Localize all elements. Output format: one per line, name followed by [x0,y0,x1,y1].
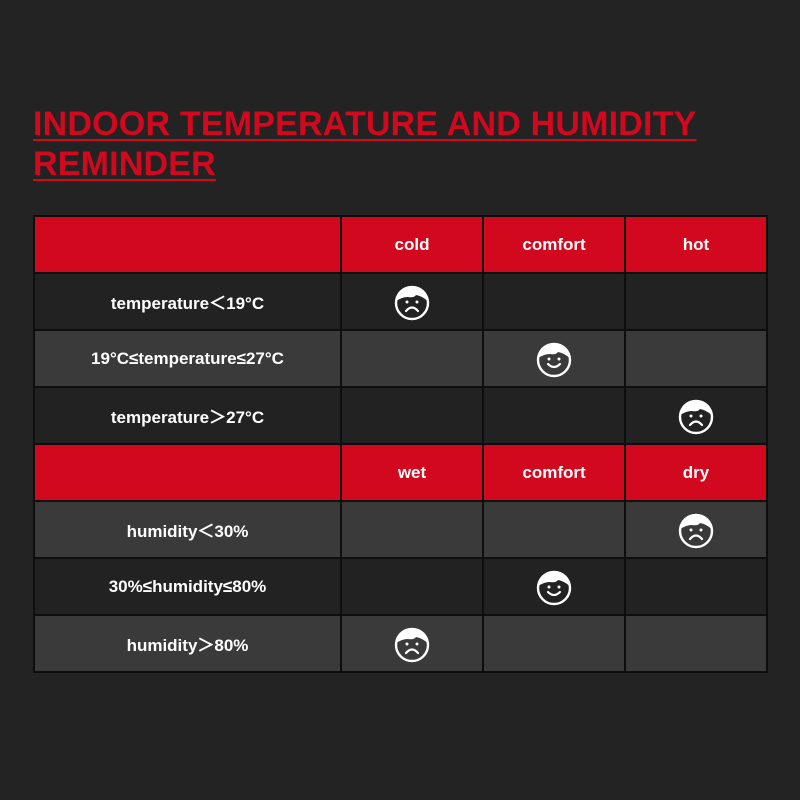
table-cell [624,272,768,331]
header-cell [33,215,342,274]
table-cell [624,557,768,616]
header-cell: cold [340,215,484,274]
page-title: INDOOR TEMPERATURE AND HUMIDITY REMINDER [33,104,783,184]
table-cell [482,614,626,673]
sad-face-icon [394,285,430,320]
header-cell: dry [624,443,768,502]
row-label: temperature＜19°C [33,272,342,331]
table-cell [340,272,484,331]
header-cell [33,443,342,502]
temperature-row: temperature＞27°C [33,386,768,445]
table-cell [340,557,484,616]
table-cell [340,329,484,388]
header-cell: wet [340,443,484,502]
table-cell [624,614,768,673]
table-cell [624,386,768,445]
sad-face-icon [394,627,430,662]
humidity-row: humidity＜30% [33,500,768,559]
happy-face-icon [536,342,572,377]
table-cell [340,614,484,673]
header-cell: comfort [482,215,626,274]
row-label: temperature＞27°C [33,386,342,445]
table-cell [482,329,626,388]
row-label: 30%≤humidity≤80% [33,557,342,616]
table-cell [482,386,626,445]
table-cell [482,557,626,616]
table-cell [482,500,626,559]
row-label: humidity＜30% [33,500,342,559]
table-cell [624,329,768,388]
humidity-header-row: wet comfort dry [33,443,768,502]
table-cell [340,386,484,445]
row-label: 19°C≤temperature≤27°C [33,329,342,388]
title-text: INDOOR TEMPERATURE AND HUMIDITY REMINDER [33,105,697,183]
temperature-header-row: cold comfort hot [33,215,768,274]
table-cell [624,500,768,559]
table-cell [482,272,626,331]
table-cell [340,500,484,559]
header-cell: comfort [482,443,626,502]
row-label: humidity＞80% [33,614,342,673]
header-cell: hot [624,215,768,274]
humidity-row: 30%≤humidity≤80% [33,557,768,616]
happy-face-icon [536,570,572,605]
sad-face-icon [678,513,714,548]
humidity-row: humidity＞80% [33,614,768,673]
sad-face-icon [678,399,714,434]
temperature-row: 19°C≤temperature≤27°C [33,329,768,388]
reminder-table: cold comfort hot temperature＜19°C 19°C≤tempe… [33,215,768,673]
temperature-row: temperature＜19°C [33,272,768,331]
